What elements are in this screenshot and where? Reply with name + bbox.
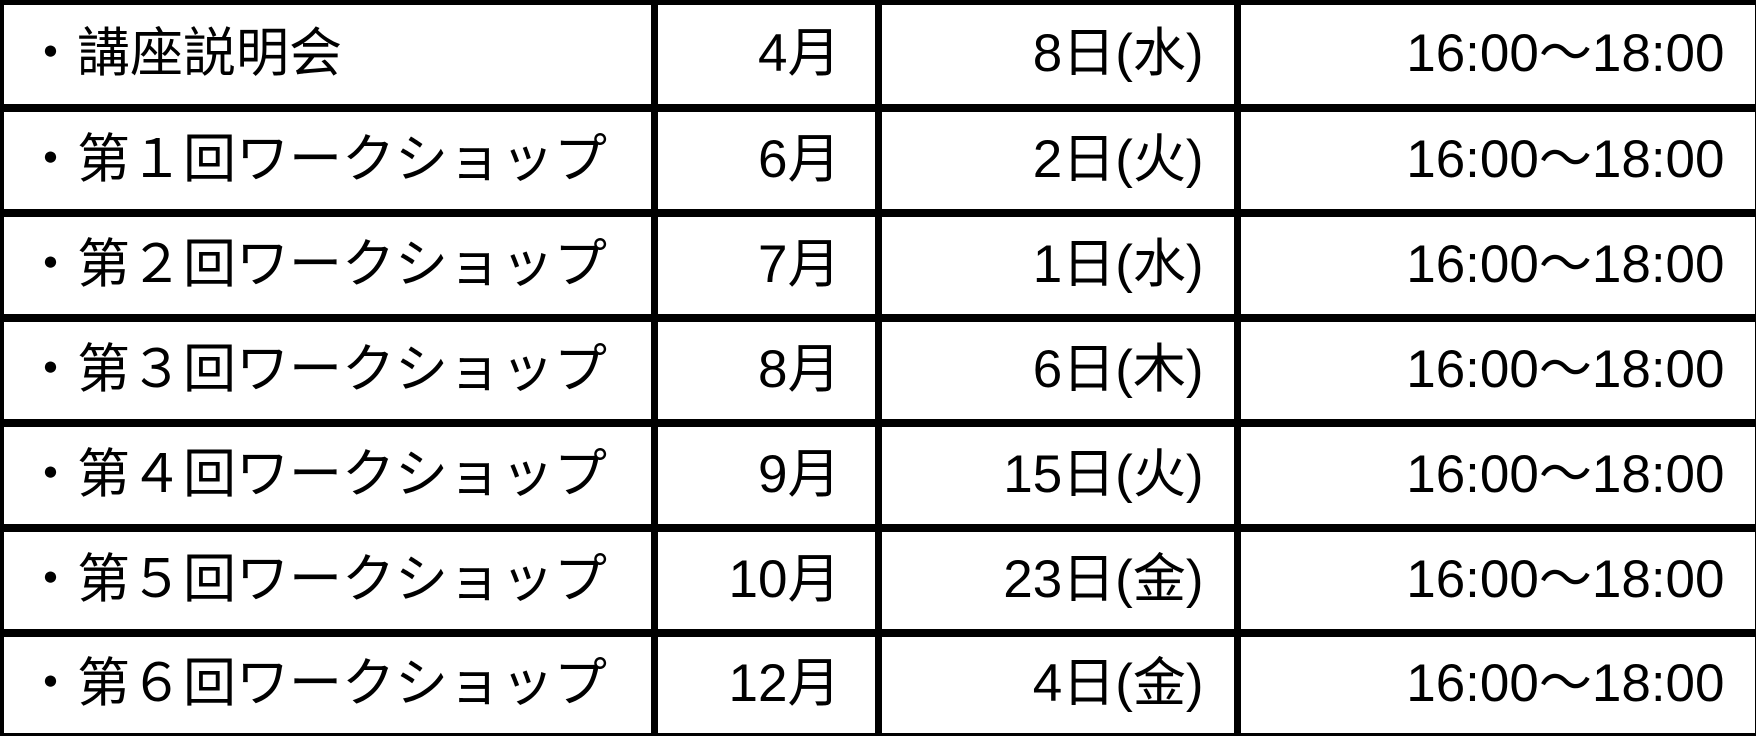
month-cell: 4月	[650, 0, 882, 112]
time-cell: 16:00～18:00	[1233, 208, 1756, 322]
event-cell: ・第４回ワークショップ	[0, 418, 658, 532]
schedule-row: ・第５回ワークショップ 10月 23日(金) 16:00～18:00	[0, 523, 1756, 637]
schedule-row: ・第３回ワークショップ 8月 6日(木) 16:00～18:00	[0, 313, 1756, 427]
month-cell: 10月	[650, 523, 882, 637]
day-cell: 2日(火)	[874, 103, 1241, 217]
event-cell: ・第１回ワークショップ	[0, 103, 658, 217]
month-cell: 9月	[650, 418, 882, 532]
month-cell: 7月	[650, 208, 882, 322]
month-cell: 6月	[650, 103, 882, 217]
time-cell: 16:00～18:00	[1233, 313, 1756, 427]
event-cell: ・第２回ワークショップ	[0, 208, 658, 322]
month-cell: 8月	[650, 313, 882, 427]
event-cell: ・第５回ワークショップ	[0, 523, 658, 637]
month-cell: 12月	[650, 628, 882, 736]
event-cell: ・第３回ワークショップ	[0, 313, 658, 427]
event-cell: ・第６回ワークショップ	[0, 628, 658, 736]
day-cell: 8日(水)	[874, 0, 1241, 112]
schedule-row: ・第４回ワークショップ 9月 15日(火) 16:00～18:00	[0, 418, 1756, 532]
day-cell: 1日(水)	[874, 208, 1241, 322]
schedule-row: ・講座説明会 4月 8日(水) 16:00～18:00	[0, 0, 1756, 112]
day-cell: 23日(金)	[874, 523, 1241, 637]
time-cell: 16:00～18:00	[1233, 628, 1756, 736]
schedule-row: ・第６回ワークショップ 12月 4日(金) 16:00～18:00	[0, 628, 1756, 736]
day-cell: 15日(火)	[874, 418, 1241, 532]
time-cell: 16:00～18:00	[1233, 0, 1756, 112]
schedule-row: ・第２回ワークショップ 7月 1日(水) 16:00～18:00	[0, 208, 1756, 322]
event-cell: ・講座説明会	[0, 0, 658, 112]
day-cell: 4日(金)	[874, 628, 1241, 736]
day-cell: 6日(木)	[874, 313, 1241, 427]
time-cell: 16:00～18:00	[1233, 418, 1756, 532]
time-cell: 16:00～18:00	[1233, 523, 1756, 637]
time-cell: 16:00～18:00	[1233, 103, 1756, 217]
schedule-row: ・第１回ワークショップ 6月 2日(火) 16:00～18:00	[0, 103, 1756, 217]
